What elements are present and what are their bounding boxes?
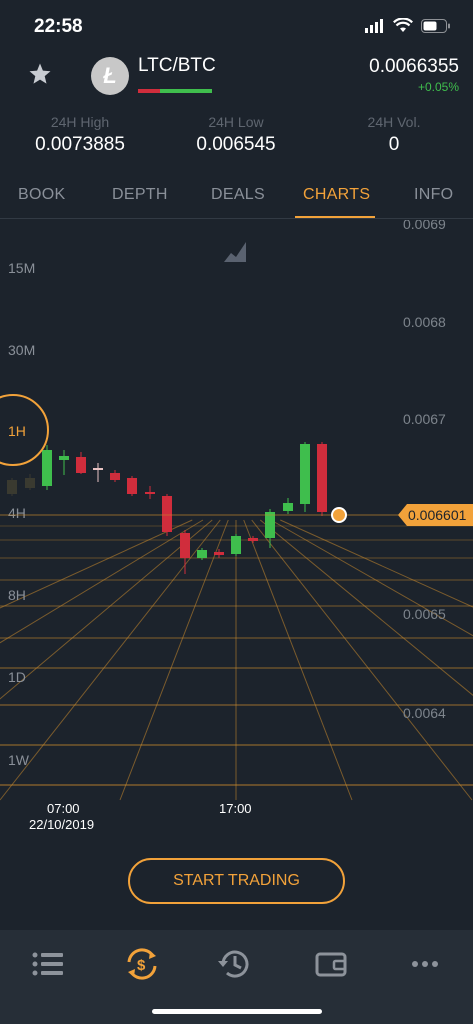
coin-logo: Ł — [91, 57, 129, 95]
nav-markets[interactable] — [28, 948, 68, 980]
svg-text:$: $ — [137, 957, 146, 974]
stat-value: 0 — [388, 134, 400, 155]
candle-body — [197, 550, 207, 558]
pair-sentiment-bar — [138, 89, 212, 93]
candle-body — [7, 480, 17, 494]
nav-more[interactable] — [405, 948, 445, 980]
exchange-icon: $ — [127, 948, 157, 980]
interval-30m[interactable]: 30M — [8, 342, 35, 358]
chart-type-icon[interactable] — [224, 242, 246, 262]
interval-8h[interactable]: 8H — [8, 587, 26, 603]
stats-row: 24H High 0.0073885 24H Low 0.006545 24H … — [0, 114, 473, 162]
pair-name[interactable]: LTC/BTC — [138, 55, 216, 76]
interval-1d[interactable]: 1D — [8, 669, 26, 685]
stat-24h-low: 24H Low 0.006545 — [186, 114, 286, 156]
candle-body — [231, 536, 241, 554]
home-indicator — [152, 1009, 322, 1014]
list-icon — [32, 952, 63, 976]
candle-body — [93, 468, 103, 470]
candle-body — [42, 450, 52, 486]
status-time: 22:58 — [34, 16, 83, 37]
start-trading-button[interactable]: START TRADING — [128, 858, 345, 904]
interval-4h[interactable]: 4H — [8, 505, 26, 521]
bottom-nav: $ — [0, 930, 473, 1024]
interval-1h[interactable]: 1H — [8, 423, 26, 439]
candle-body — [76, 457, 86, 473]
nav-trade[interactable]: $ — [122, 948, 162, 980]
price-label: 0.0067 — [403, 411, 446, 427]
nav-history[interactable] — [214, 948, 254, 980]
candle-body — [162, 496, 172, 532]
candle-body — [300, 444, 310, 504]
star-icon[interactable] — [28, 62, 52, 86]
stat-label: 24H Vol. — [367, 114, 421, 130]
tab-deals[interactable]: DEALS — [211, 186, 265, 203]
coin-logo-symbol: Ł — [103, 63, 117, 88]
tab-charts[interactable]: CHARTS — [303, 186, 371, 203]
history-icon — [218, 950, 249, 978]
current-price-marker — [331, 507, 347, 523]
wifi-icon — [393, 18, 413, 32]
active-tab-indicator — [295, 216, 375, 218]
tab-book[interactable]: BOOK — [18, 186, 66, 203]
stat-24h-high: 24H High 0.0073885 — [30, 114, 130, 156]
candle-body — [283, 503, 293, 511]
price-change: +0.05% — [417, 80, 459, 94]
interval-1w[interactable]: 1W — [8, 752, 30, 768]
status-bar: 22:58 — [0, 0, 473, 52]
wallet-icon — [315, 952, 347, 977]
price-label: 0.0065 — [403, 606, 446, 622]
candle-body — [248, 538, 258, 541]
stat-label: 24H Low — [208, 114, 264, 130]
perspective-grid — [0, 514, 473, 801]
candle-body — [25, 478, 35, 488]
tab-depth[interactable]: DEPTH — [112, 186, 168, 203]
candle-body — [145, 492, 155, 494]
time-label: 07:00 — [47, 801, 80, 816]
time-label: 17:00 — [219, 801, 252, 816]
battery-icon — [421, 18, 450, 33]
candle-body — [265, 512, 275, 538]
candle-body — [180, 533, 190, 558]
candle-body — [59, 456, 69, 460]
tab-info[interactable]: INFO — [414, 186, 454, 203]
interval-15m[interactable]: 15M — [8, 260, 35, 276]
price-label: 0.0064 — [403, 705, 446, 721]
nav-wallet[interactable] — [311, 948, 351, 980]
candle-body — [317, 444, 327, 512]
candles — [7, 442, 327, 574]
candlestick-chart[interactable]: 0.0069 0.0068 0.0067 0.0065 0.0064 15M 3… — [0, 220, 473, 835]
pair-header: Ł LTC/BTC 0.0066355 +0.05% — [0, 52, 473, 104]
candle-body — [214, 552, 224, 555]
price-label: 0.0069 — [403, 220, 446, 232]
more-icon — [412, 961, 438, 967]
stat-label: 24H High — [50, 114, 110, 130]
status-icons — [365, 18, 451, 33]
current-price-tag: 0.006601 — [408, 507, 467, 523]
last-price: 0.0066355 — [369, 56, 459, 77]
stat-value: 0.0073885 — [35, 134, 125, 155]
tab-bar: BOOK DEPTH DEALS CHARTS INFO — [0, 172, 473, 219]
candle-body — [127, 478, 137, 494]
candle-body — [110, 473, 120, 480]
stat-24h-volume: 24H Vol. 0 — [344, 114, 444, 156]
price-label: 0.0068 — [403, 314, 446, 330]
current-price-tag-bg — [398, 504, 473, 526]
chart-canvas[interactable]: 0.0069 0.0068 0.0067 0.0065 0.0064 15M 3… — [0, 220, 473, 835]
stat-value: 0.006545 — [196, 134, 276, 155]
selected-interval-ring — [0, 394, 49, 466]
signal-icon — [365, 18, 383, 33]
date-label: 22/10/2019 — [29, 817, 94, 832]
